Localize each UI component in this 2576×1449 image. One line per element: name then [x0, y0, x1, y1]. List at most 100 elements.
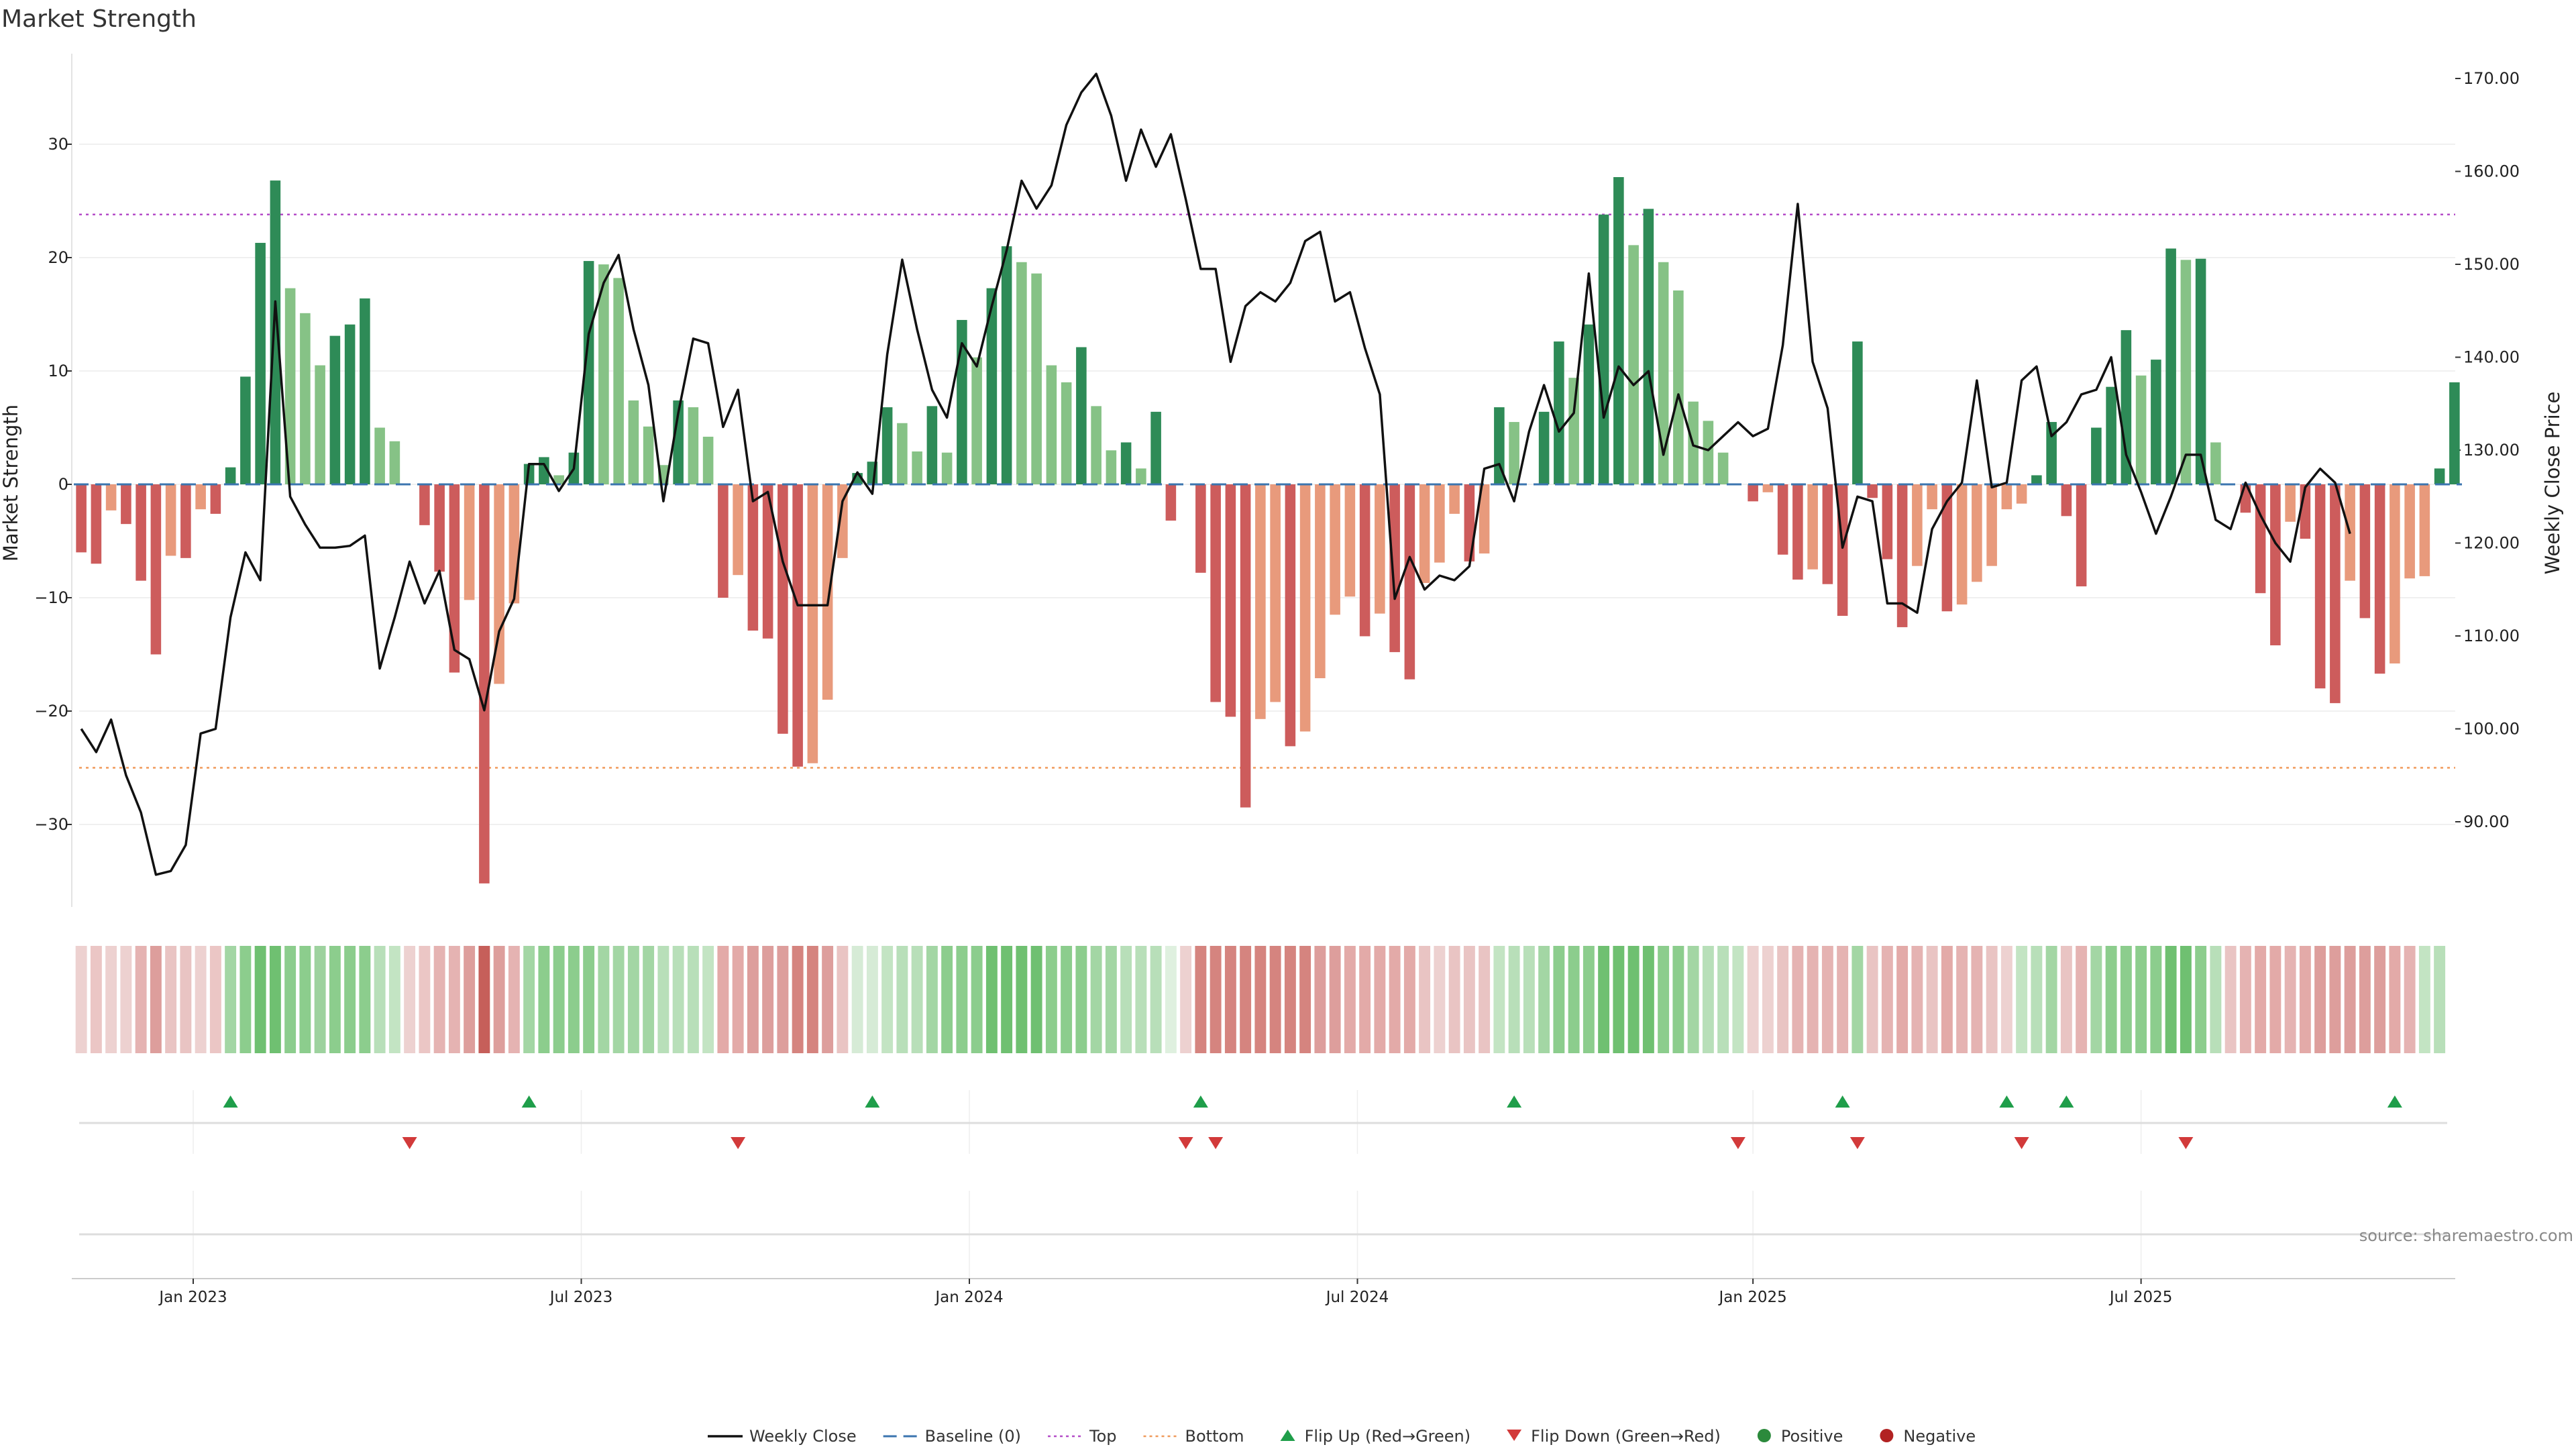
heat-band-cell	[657, 946, 669, 1053]
strength-bar	[598, 264, 609, 484]
legend: Weekly Close Baseline (0) Top Bottom Flip Up…	[708, 1427, 1976, 1446]
strength-bar	[121, 484, 131, 525]
strength-bar	[315, 365, 325, 484]
left-axis-label: Market Strength	[0, 405, 22, 561]
heat-band-cell	[985, 946, 998, 1053]
heat-band-cell	[2210, 946, 2222, 1053]
strength-bar	[971, 357, 982, 484]
strength-bar	[2374, 484, 2385, 674]
heat-band-cell	[1642, 946, 1654, 1053]
legend-swatch	[1880, 1429, 1894, 1442]
strength-bar	[2046, 422, 2057, 484]
heat-band-cell	[837, 946, 849, 1053]
heat-band-cell	[90, 946, 102, 1053]
heat-band-cell	[1135, 946, 1147, 1053]
strength-bar	[986, 288, 998, 484]
strength-bar	[1150, 411, 1161, 484]
strength-bar	[1404, 484, 1415, 680]
heat-band-cell	[433, 946, 445, 1053]
strength-bar	[1165, 484, 1177, 521]
heat-band-cell	[612, 946, 625, 1053]
strength-bar	[240, 376, 251, 484]
heat-band-cell	[971, 946, 983, 1053]
strength-bar	[1598, 214, 1609, 484]
date-tick-label: Jul 2024	[1325, 1289, 1389, 1306]
strength-bar	[1658, 262, 1669, 484]
heat-band-cell	[1120, 946, 1132, 1053]
strength-bar	[2390, 484, 2400, 664]
right-tick-label: 110.00	[2463, 627, 2520, 645]
legend-item: Top	[1048, 1427, 1117, 1446]
heat-band-cell	[568, 946, 580, 1053]
heat-band-cell	[284, 946, 297, 1053]
strength-bar	[2210, 442, 2221, 484]
strength-bar	[747, 484, 759, 631]
heat-band-cell	[359, 946, 371, 1053]
strength-bar	[702, 437, 714, 484]
heat-band-cell	[1568, 946, 1580, 1053]
legend-item: Baseline (0)	[883, 1427, 1021, 1446]
heat-band-cell	[1403, 946, 1415, 1053]
heat-band-cell	[2404, 946, 2416, 1053]
left-tick-label: 0	[58, 475, 68, 494]
heat-band-cell	[672, 946, 684, 1053]
heat-band-cell	[1389, 946, 1401, 1053]
heat-band-cell	[1851, 946, 1864, 1053]
heat-band-cell	[508, 946, 520, 1053]
legend-label: Flip Down (Green→Red)	[1531, 1427, 1721, 1446]
heat-band-cell	[1165, 946, 1177, 1053]
chart-title: Market Strength	[1, 5, 197, 33]
heat-band-cell	[941, 946, 953, 1053]
strength-bar	[270, 180, 281, 484]
strength-bar	[881, 407, 893, 484]
legend-label: Weekly Close	[749, 1427, 857, 1446]
heat-band-cell	[195, 946, 207, 1053]
heat-band-cell	[1971, 946, 1983, 1053]
strength-bar	[2001, 484, 2012, 510]
heat-band-cell	[1329, 946, 1341, 1053]
strength-bar	[329, 335, 341, 484]
strength-bar	[1568, 378, 1579, 484]
flip-up-marker	[521, 1095, 537, 1108]
strength-bar	[2180, 260, 2192, 484]
heat-band-cell	[1374, 946, 1386, 1053]
heat-band-cell	[2076, 946, 2088, 1053]
strength-bar	[2330, 484, 2341, 704]
heat-band-cell	[1344, 946, 1356, 1053]
legend-item: Positive	[1757, 1427, 1843, 1446]
date-tick-label: Jan 2023	[158, 1289, 227, 1306]
strength-bar	[837, 484, 848, 558]
strength-bar	[1583, 324, 1595, 484]
heat-band-cell	[2031, 946, 2043, 1053]
flip-up-marker	[2059, 1095, 2074, 1108]
heat-band-cell	[702, 946, 714, 1053]
heat-band-cell	[1747, 946, 1759, 1053]
strength-bar	[479, 484, 490, 883]
heat-band-cell	[165, 946, 177, 1053]
flip-down-marker	[2014, 1137, 2029, 1149]
strength-bar	[1717, 452, 1729, 484]
strength-bar	[1792, 484, 1803, 580]
strength-bar	[1255, 484, 1266, 719]
right-tick-label: 160.00	[2463, 162, 2520, 181]
heat-band-cell	[732, 946, 744, 1053]
heat-band-cell	[1224, 946, 1236, 1053]
legend-item: Negative	[1880, 1427, 1976, 1446]
left-tick-label: −20	[34, 702, 68, 720]
heat-band-cell	[956, 946, 968, 1053]
strength-bar	[1330, 484, 1340, 615]
strength-bar	[1882, 484, 1893, 559]
heat-band-cell	[1702, 946, 1714, 1053]
strength-bar	[897, 423, 908, 484]
strength-bar	[2121, 330, 2132, 484]
heat-band-cell	[2195, 946, 2207, 1053]
strength-bar	[1046, 365, 1057, 484]
heat-band-cell	[1045, 946, 1057, 1053]
strength-bar	[91, 484, 102, 564]
heat-band-cell	[225, 946, 237, 1053]
strength-bar	[1896, 484, 1908, 627]
heat-band-cell	[1448, 946, 1460, 1053]
legend-swatch	[1757, 1429, 1771, 1442]
heat-band-cell	[717, 946, 729, 1053]
